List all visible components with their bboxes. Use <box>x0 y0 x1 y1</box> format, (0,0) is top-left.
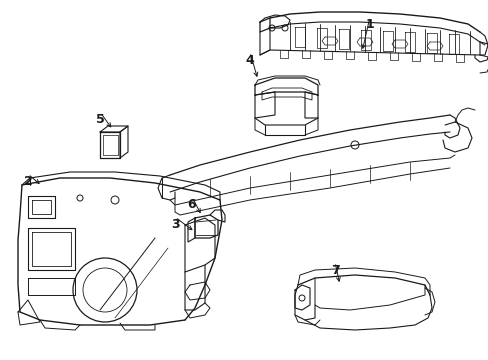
Text: 2: 2 <box>23 175 32 189</box>
Text: 6: 6 <box>187 198 196 211</box>
Text: 4: 4 <box>245 54 254 67</box>
Text: 1: 1 <box>365 18 374 31</box>
Text: 5: 5 <box>96 113 104 126</box>
Text: 7: 7 <box>330 264 339 276</box>
Text: 3: 3 <box>170 219 179 231</box>
